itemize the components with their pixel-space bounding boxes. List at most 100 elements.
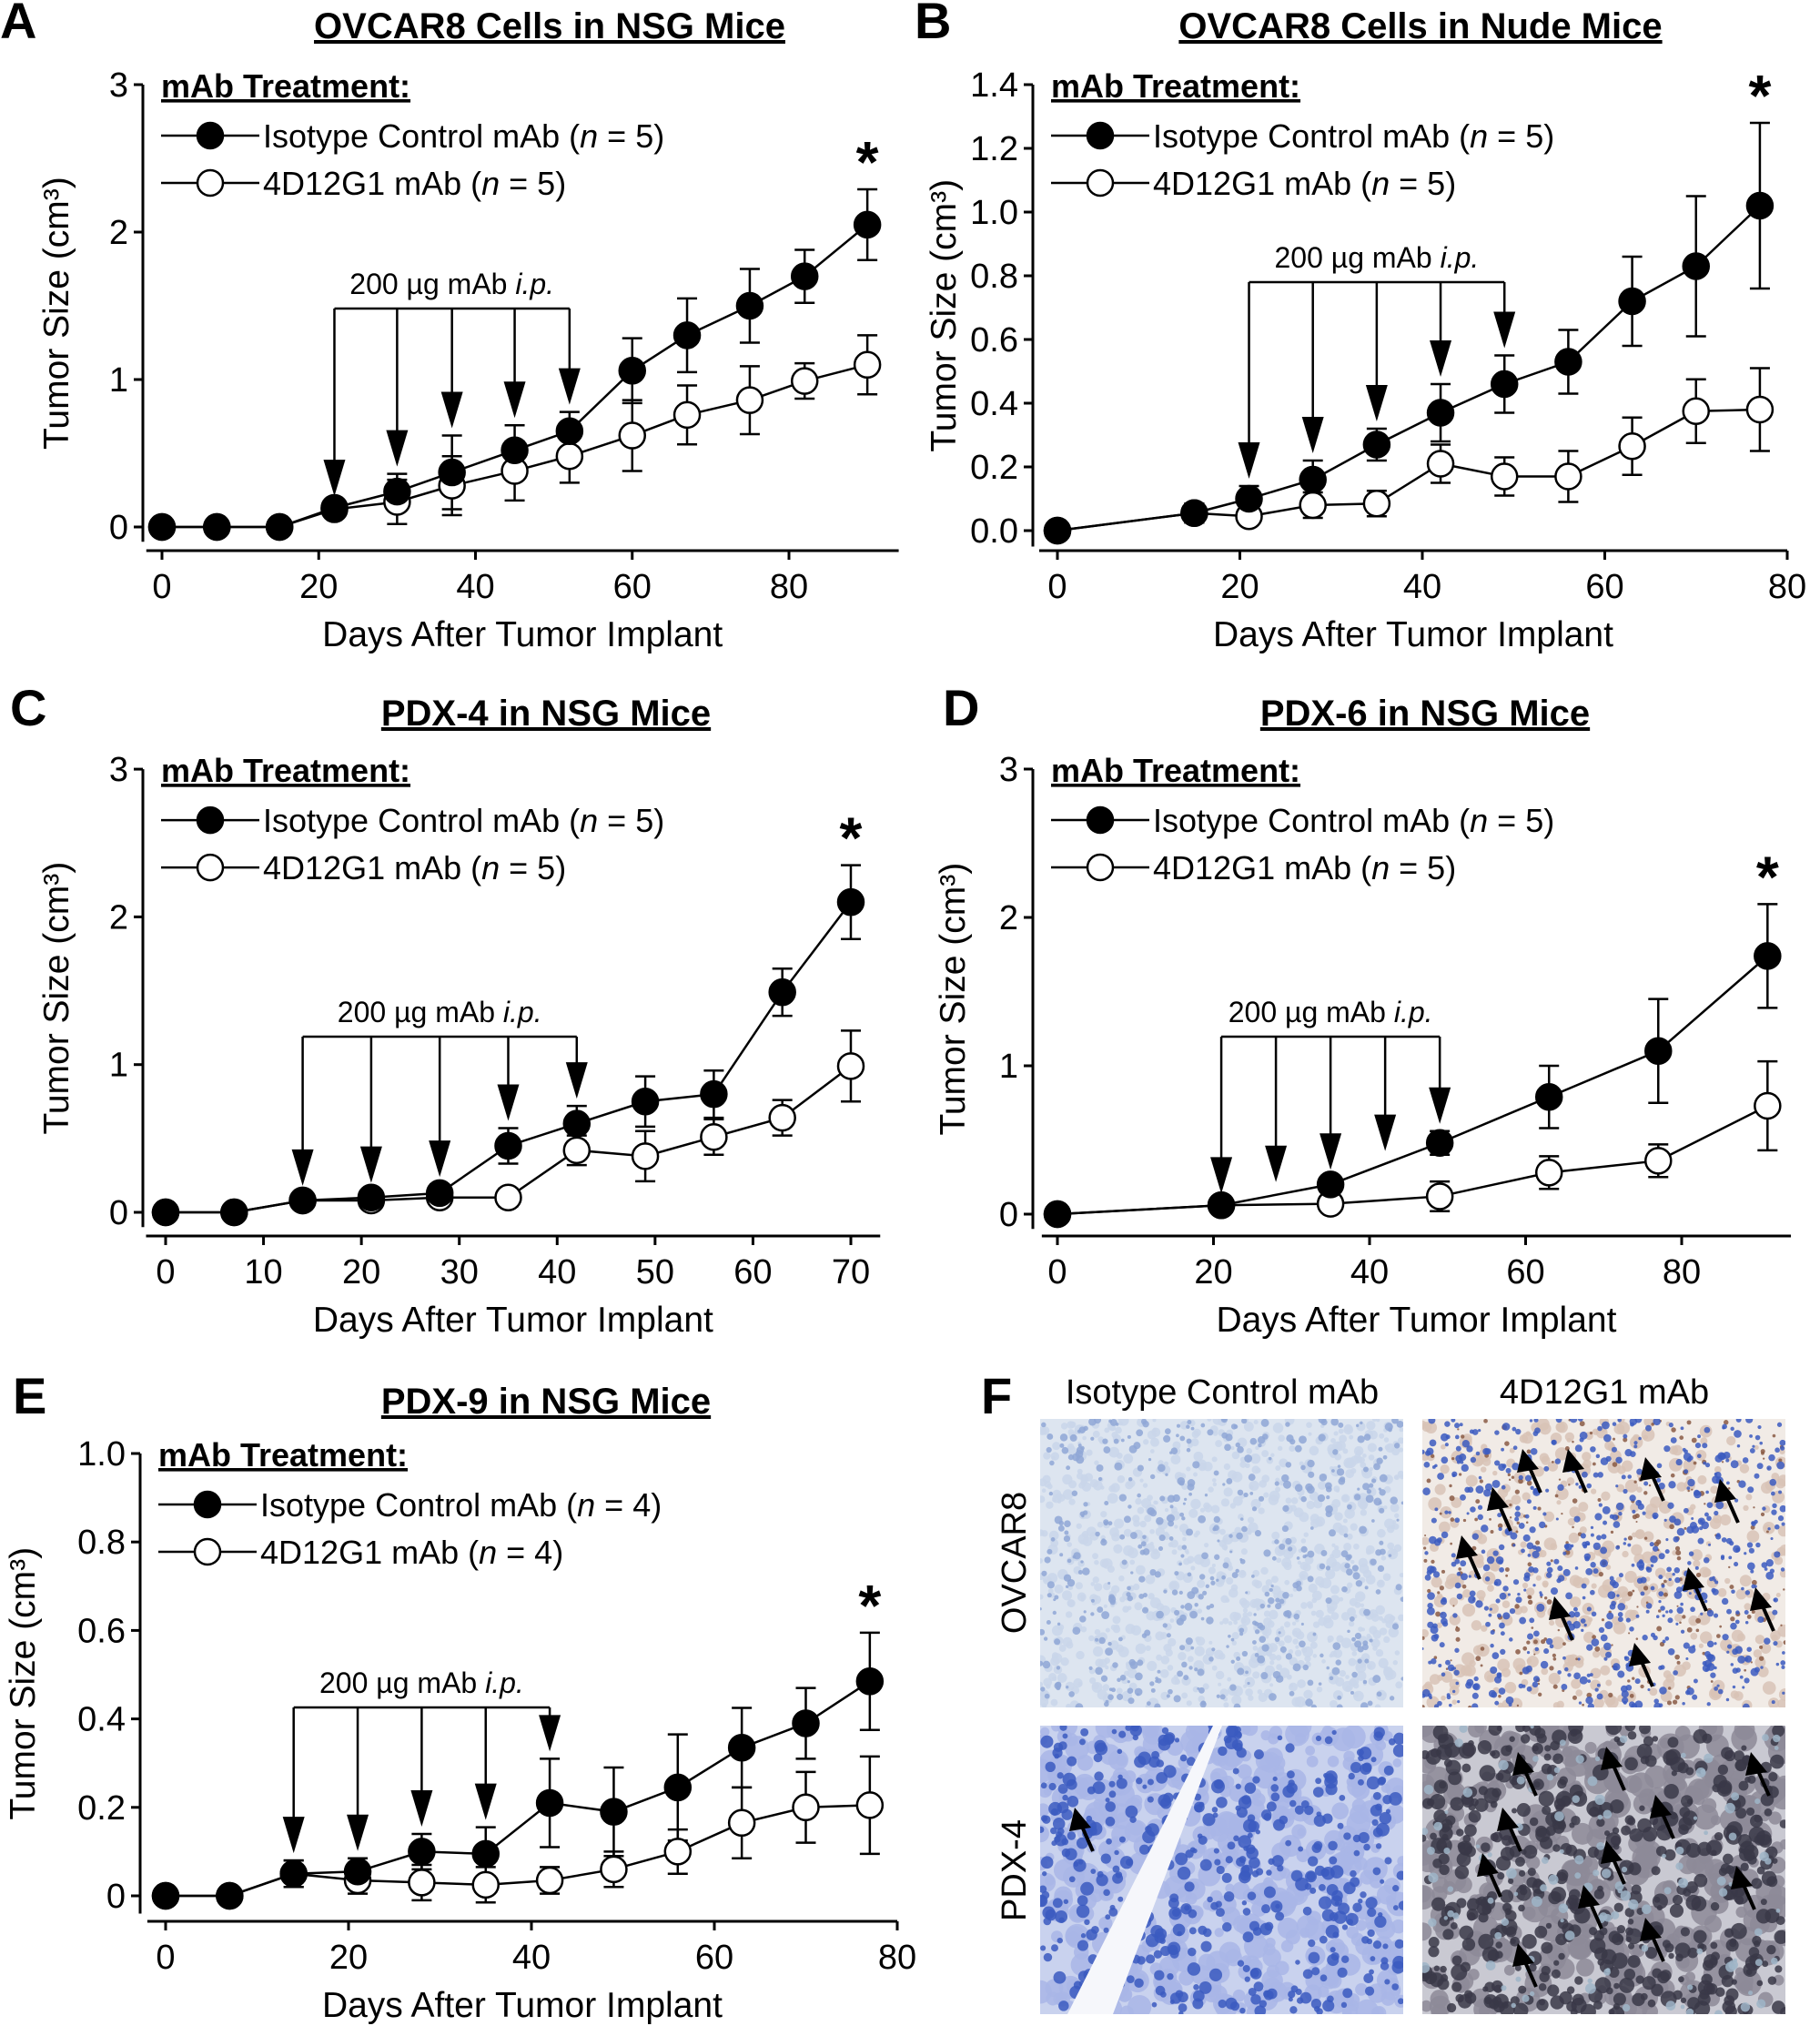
cell [1307,1679,1314,1687]
cell [1320,1974,1328,1982]
cell [1645,1566,1650,1571]
cell [1730,1690,1739,1699]
cell [1724,1420,1729,1425]
cell [1422,1628,1429,1638]
cell [1714,1472,1718,1476]
cell [1431,1658,1437,1665]
cell [1330,1419,1339,1426]
cell [1569,1596,1582,1608]
data-point-4d12g1 [618,421,646,450]
cell [1046,1433,1054,1440]
cell [1051,1944,1058,1952]
cell [1268,1456,1272,1461]
cell [1768,1454,1775,1462]
cell [1697,1537,1704,1545]
cell [1427,1588,1431,1594]
cell [1141,1498,1152,1509]
cell [1247,1891,1257,1900]
cell [1229,1550,1233,1554]
cell [1228,1634,1231,1638]
cell [1226,1576,1234,1585]
cell [1146,1611,1156,1621]
cell [1271,1531,1280,1540]
cell [1601,1534,1607,1540]
data-point-4d12g1 [600,1855,628,1884]
cell [1532,1505,1537,1510]
cell [1671,1427,1676,1433]
cell [1586,1644,1593,1651]
cell [1255,1445,1259,1450]
cell [1147,1796,1154,1803]
cell [1265,1579,1273,1586]
cell [1377,1528,1386,1538]
cell [1564,1446,1570,1451]
cell [1053,1970,1067,1984]
cell [1749,1433,1753,1438]
cell [1571,1678,1582,1689]
cell [1108,1446,1120,1458]
data-point-isotype [853,210,882,239]
cell [1091,1681,1103,1693]
cell [1146,1701,1151,1707]
cell [1567,1654,1580,1666]
chart-panel-b: B OVCAR8 Cells in Nude Mice0.00.20.40.60.… [915,0,1806,654]
cell [1215,1670,1225,1680]
cell [1669,1515,1676,1523]
cell [1277,1445,1283,1452]
cell [1359,1525,1367,1535]
data-point-isotype [216,1881,244,1910]
cell [1676,1527,1685,1536]
cell [1643,1536,1648,1540]
cell [1053,1598,1057,1602]
cell [1428,1937,1440,1948]
cell [1331,1469,1335,1473]
cell [1266,1869,1272,1876]
cell [1497,1513,1502,1518]
cell [1673,1591,1683,1599]
cell [1219,1621,1224,1626]
cell [1653,1419,1661,1426]
cell [1361,1644,1369,1651]
cell [1391,1419,1399,1424]
cell [1212,1431,1218,1436]
cell [1483,1488,1491,1497]
cell [1262,1948,1281,1968]
cell [1339,1596,1344,1602]
cell [1311,1590,1322,1601]
cell [1529,1526,1536,1534]
cell [1597,1498,1602,1502]
cell [1105,1817,1116,1827]
cell [1147,1778,1154,1786]
cell [1527,1599,1533,1606]
cell [1080,1560,1084,1564]
cell [1705,1839,1723,1857]
cell [1237,1489,1244,1496]
legend-marker [1086,805,1115,835]
data-point-isotype [618,357,646,385]
cell [1226,1645,1229,1648]
cell [1310,1610,1317,1616]
cell [1350,1559,1355,1565]
cell [1750,1569,1754,1574]
cell [1345,1675,1350,1679]
cell [1142,1535,1147,1539]
cell [1284,1621,1291,1628]
cell [1392,1885,1400,1892]
cell [1566,1986,1575,1994]
cell [1505,1696,1514,1705]
cell [1497,1487,1509,1498]
cell [1120,1438,1125,1443]
cell [1153,1950,1163,1959]
cell [1672,1699,1678,1705]
cell [1613,1992,1626,2006]
cell [1498,1544,1505,1551]
cell [1440,1611,1447,1619]
cell [1371,1478,1377,1484]
cell [1297,1679,1306,1688]
cell [1675,1550,1682,1556]
cell [1077,1859,1084,1865]
cell [1382,1573,1391,1582]
treatment-arrow-head [497,1084,520,1121]
cell [1315,1609,1324,1618]
cell [1517,1592,1521,1596]
